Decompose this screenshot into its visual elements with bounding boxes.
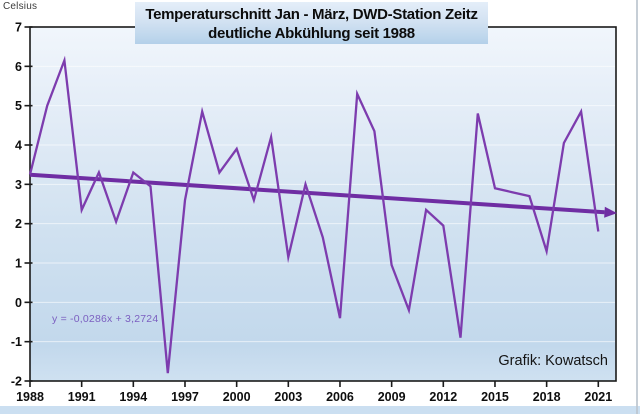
y-axis-tick-label: 5: [15, 99, 22, 113]
trend-arrowhead: [604, 206, 617, 218]
trend-line: [29, 172, 605, 215]
y-axis-tick-label: 0: [15, 296, 22, 310]
temperature-series-line: [28, 55, 600, 374]
x-axis-tick-label: 2012: [429, 390, 457, 404]
right-edge-line: [636, 0, 638, 414]
x-axis-tick-label: 2000: [223, 390, 251, 404]
chart-title-line1: Temperaturschnitt Jan - März, DWD-Statio…: [145, 6, 478, 23]
x-axis-tick-label: 2015: [481, 390, 509, 404]
trend-equation-label: y = -0,0286x + 3,2724: [52, 313, 159, 325]
y-axis-tick-label: 6: [15, 60, 22, 74]
x-axis-tick-label: 1997: [171, 390, 199, 404]
x-axis-tick-label: 1988: [16, 390, 44, 404]
credit-label: Grafik: Kowatsch: [498, 353, 608, 369]
y-axis-unit-label: Celsius: [3, 1, 38, 12]
y-axis-tick-label: 2: [15, 217, 22, 231]
y-axis-tick-label: 7: [15, 21, 22, 35]
x-axis-tick-label: 2009: [378, 390, 406, 404]
y-axis-tick-label: 4: [15, 139, 22, 153]
chart-title-line2: deutliche Abkühlung seit 1988: [208, 25, 415, 42]
bottom-strip: [0, 406, 640, 414]
x-axis-tick-label: 2006: [326, 390, 354, 404]
y-axis-tick-label: 3: [15, 178, 22, 192]
y-axis-tick-label: -2: [11, 375, 22, 389]
x-axis-tick-label: 2018: [533, 390, 561, 404]
y-axis-tick-label: 1: [15, 257, 22, 271]
x-axis-tick-label: 1991: [68, 390, 96, 404]
x-axis-tick-label: 2003: [274, 390, 302, 404]
x-axis-tick-label: 2021: [584, 390, 612, 404]
chart-title: Temperaturschnitt Jan - März, DWD-Statio…: [135, 2, 488, 44]
plot-background: [30, 27, 616, 381]
y-axis-tick-label: -1: [11, 335, 22, 349]
x-axis-tick-label: 1994: [119, 390, 147, 404]
